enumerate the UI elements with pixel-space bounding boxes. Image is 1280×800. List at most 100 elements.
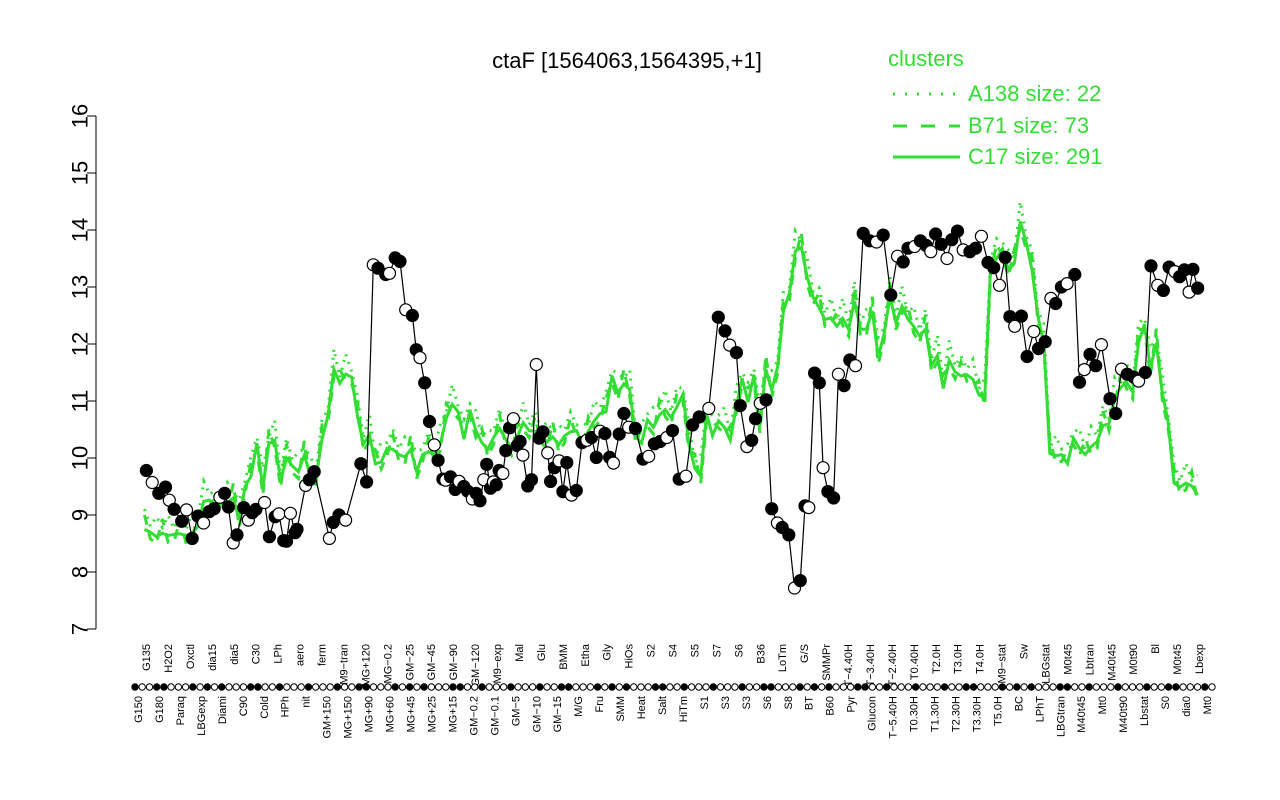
data-point bbox=[1060, 277, 1074, 291]
membership-dot bbox=[268, 683, 276, 691]
x-tick-label: Diami bbox=[217, 696, 229, 724]
data-point bbox=[569, 483, 583, 498]
membership-dot bbox=[463, 683, 472, 691]
x-tick-label: S2 bbox=[646, 644, 658, 657]
x-tick-label: Lbstat bbox=[1139, 696, 1151, 726]
membership-dot bbox=[1208, 683, 1216, 691]
x-tick-label: S0 bbox=[1160, 696, 1172, 709]
data-point bbox=[524, 473, 539, 487]
series-line-a138 bbox=[143, 201, 1199, 535]
x-tick-label: MG+150 bbox=[343, 696, 355, 739]
x-tick-label: T2.30H bbox=[950, 696, 962, 732]
membership-dot bbox=[196, 683, 204, 691]
y-tick-label: 16 bbox=[68, 104, 93, 128]
x-tick-label: BT bbox=[804, 696, 816, 710]
membership-dot bbox=[355, 683, 363, 691]
x-tick-label: SMM bbox=[615, 696, 627, 722]
x-tick-label: S6 bbox=[733, 644, 745, 657]
x-axis: G135 H2O2 Oxctl dia15 dia5 C30 LPh aero ferm M9−t… bbox=[131, 643, 1216, 739]
membership-dot bbox=[926, 683, 934, 691]
x-tick-label: MG+90 bbox=[364, 696, 376, 732]
membership-dot bbox=[492, 683, 501, 691]
x-tick-label: aero bbox=[295, 644, 307, 666]
x-tick-label: S6 bbox=[762, 696, 774, 709]
data-point bbox=[230, 528, 244, 542]
membership-dot bbox=[485, 683, 493, 691]
x-tick-label: Pyr bbox=[846, 696, 858, 713]
data-point bbox=[413, 351, 427, 365]
x-tick-label: GM−120 bbox=[470, 644, 482, 687]
x-tick-label: Cold bbox=[259, 696, 271, 719]
x-tick-label: LBGexp bbox=[196, 696, 208, 736]
membership-dot bbox=[528, 683, 537, 691]
x-tick-label: T0.30H bbox=[909, 696, 921, 732]
data-point bbox=[543, 474, 558, 488]
membership-dot bbox=[1013, 683, 1021, 691]
membership-dot bbox=[644, 683, 652, 691]
membership-dot bbox=[210, 683, 219, 691]
membership-dot bbox=[709, 683, 717, 691]
series-line-b71 bbox=[143, 222, 1200, 547]
x-tick-label: LBGstat bbox=[1040, 644, 1052, 684]
membership-dot bbox=[275, 683, 284, 691]
membership-dot bbox=[239, 683, 248, 691]
membership-dot bbox=[955, 683, 963, 691]
membership-dot bbox=[969, 683, 978, 691]
x-tick-label: GM−0.1 bbox=[489, 696, 501, 735]
x-tick-label: M/G bbox=[573, 696, 585, 717]
x-tick-label: Paraq bbox=[175, 696, 187, 725]
x-tick-label: LPhT bbox=[1034, 696, 1046, 723]
x-tick-label: HiOs bbox=[624, 644, 636, 669]
data-point bbox=[1020, 349, 1034, 364]
data-point bbox=[665, 424, 680, 438]
membership-dot bbox=[550, 683, 558, 691]
x-tick-label: MG+15 bbox=[447, 696, 459, 732]
membership-dot bbox=[471, 683, 479, 691]
data-point bbox=[1027, 324, 1041, 339]
x-tick-label: C30 bbox=[251, 644, 263, 664]
membership-dot bbox=[1071, 683, 1079, 691]
membership-dot bbox=[304, 683, 313, 691]
membership-dot bbox=[1193, 683, 1202, 691]
membership-dot bbox=[579, 683, 587, 691]
data-point bbox=[360, 475, 374, 489]
y-tick-label: 14 bbox=[68, 218, 93, 242]
membership-dot bbox=[998, 683, 1007, 691]
x-tick-label: Etha bbox=[580, 643, 592, 667]
membership-dot bbox=[362, 683, 370, 691]
legend: clusters A138 size: 22 B71 size: 73 C17 … bbox=[888, 46, 1103, 169]
membership-dot bbox=[745, 683, 754, 691]
membership-dot bbox=[557, 683, 566, 691]
membership-dot bbox=[651, 683, 660, 691]
membership-dot bbox=[774, 683, 782, 691]
membership-dot bbox=[391, 683, 399, 691]
membership-dot bbox=[1085, 683, 1093, 691]
data-point bbox=[516, 448, 530, 462]
membership-dot bbox=[984, 683, 992, 691]
membership-dot bbox=[319, 683, 327, 691]
membership-dot bbox=[593, 683, 602, 691]
membership-dot bbox=[752, 683, 761, 691]
membership-dot bbox=[846, 683, 855, 691]
data-point bbox=[606, 456, 621, 470]
data-point bbox=[748, 412, 763, 426]
membership-dot bbox=[478, 683, 486, 691]
data-point bbox=[1089, 359, 1103, 373]
x-tick-label: Salt bbox=[657, 696, 669, 715]
membership-dot bbox=[1143, 683, 1151, 691]
membership-dot bbox=[716, 683, 725, 691]
legend-entry-c17: C17 size: 291 bbox=[968, 144, 1103, 169]
membership-dot bbox=[796, 683, 804, 691]
membership-dot bbox=[131, 683, 139, 691]
data-point bbox=[480, 457, 494, 471]
membership-dot bbox=[369, 683, 378, 691]
data-point bbox=[489, 478, 503, 492]
x-tick-label: H2O2 bbox=[163, 644, 175, 673]
data-point bbox=[431, 453, 445, 467]
membership-dot bbox=[232, 683, 240, 691]
membership-dot bbox=[499, 683, 508, 691]
membership-dot bbox=[1121, 683, 1130, 691]
x-tick-label: M9−exp bbox=[492, 644, 504, 683]
x-tick-label: T5.0H bbox=[992, 696, 1004, 726]
x-tick-label: G/S bbox=[799, 644, 811, 663]
